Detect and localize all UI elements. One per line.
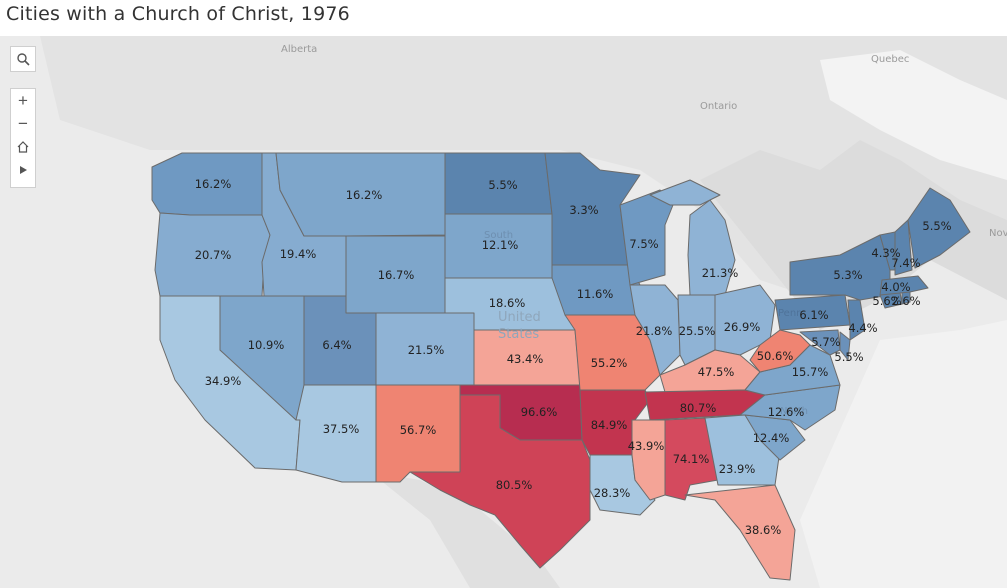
page-title: Cities with a Church of Christ, 1976 [6, 3, 350, 25]
search-control[interactable] [10, 46, 36, 72]
place-label-penn: Penn [778, 308, 803, 319]
place-label-united: United [498, 310, 541, 325]
state-label-va: 15.7% [792, 365, 829, 379]
state-label-ar: 84.9% [591, 418, 628, 432]
state-me[interactable] [907, 187, 971, 269]
state-ma[interactable] [879, 275, 929, 296]
state-label-il: 21.8% [636, 324, 673, 338]
state-label-nc: 12.6% [768, 405, 805, 419]
state-label-ne: 18.6% [489, 296, 526, 310]
state-mi-upper[interactable] [649, 179, 721, 206]
state-label-ri: 2.6% [891, 294, 920, 308]
state-label-al: 74.1% [673, 452, 710, 466]
play-button[interactable] [11, 158, 35, 181]
state-tx[interactable] [409, 394, 591, 569]
state-label-or: 20.7% [195, 248, 232, 262]
place-label-quebec: Quebec [871, 54, 909, 65]
state-label-wy: 16.7% [378, 268, 415, 282]
state-label-nj: 4.4% [848, 321, 877, 335]
search-button[interactable] [11, 47, 35, 70]
state-label-mo: 55.2% [591, 356, 628, 370]
state-label-me: 5.5% [922, 219, 951, 233]
place-label-north: North [780, 406, 808, 417]
state-label-ct: 5.6% [872, 294, 901, 308]
choropleth-map[interactable]: Alberta Quebec Ontario Nov [0, 36, 1007, 588]
mexico-landmass [300, 470, 560, 588]
state-label-wa: 16.2% [195, 177, 232, 191]
state-label-wi: 7.5% [629, 237, 658, 251]
state-label-ca: 34.9% [205, 374, 242, 388]
state-fl[interactable] [684, 484, 796, 581]
state-label-tn: 80.7% [680, 401, 717, 415]
state-label-nv: 10.9% [248, 338, 285, 352]
state-label-co: 21.5% [408, 343, 445, 357]
state-label-mi: 21.3% [702, 266, 739, 280]
state-label-ma: 4.0% [881, 280, 910, 294]
canada-east-landmass [700, 140, 1007, 330]
zoom-in-button[interactable]: + [18, 90, 28, 110]
state-label-fl: 38.6% [745, 523, 782, 537]
play-icon [20, 165, 27, 174]
home-button[interactable] [11, 135, 35, 158]
zoom-controls: + − [10, 88, 36, 188]
state-label-vt: 4.3% [871, 246, 900, 260]
state-label-tx: 80.5% [496, 478, 533, 492]
state-label-ms: 43.9% [628, 439, 665, 453]
state-label-ky: 47.5% [698, 365, 735, 379]
state-label-nh: 7.4% [891, 256, 920, 270]
state-de[interactable] [839, 331, 851, 361]
water-hudson [820, 50, 1007, 180]
state-label-de: 5.5% [834, 350, 863, 364]
state-label-ia: 11.6% [577, 287, 614, 301]
state-label-nd: 5.5% [488, 178, 517, 192]
state-label-wv: 50.6% [757, 349, 794, 363]
state-label-pa: 6.1% [799, 308, 828, 322]
state-il[interactable] [629, 284, 681, 376]
state-label-ny: 5.3% [833, 268, 862, 282]
state-label-ok: 96.6% [521, 405, 558, 419]
place-label-states: States [498, 327, 539, 342]
state-nj[interactable] [847, 299, 866, 341]
state-nh[interactable] [894, 219, 913, 276]
map-view[interactable]: Alberta Quebec Ontario Nov [0, 36, 1007, 588]
place-label-nova-scotia: Nov [989, 228, 1007, 239]
atlantic-ocean [800, 320, 1007, 588]
search-icon [17, 52, 30, 66]
state-label-id: 19.4% [280, 247, 317, 261]
state-wv[interactable] [749, 329, 811, 373]
state-label-ga: 23.9% [719, 462, 756, 476]
state-label-mt: 16.2% [346, 188, 383, 202]
state-label-nm: 56.7% [400, 423, 437, 437]
state-label-az: 37.5% [323, 422, 360, 436]
state-label-md: 5.7% [811, 335, 840, 349]
state-label-la: 28.3% [594, 486, 631, 500]
state-label-mn: 3.3% [569, 203, 598, 217]
state-label-sd: 12.1% [482, 238, 519, 252]
place-label-ontario: Ontario [700, 101, 737, 112]
state-label-in: 25.5% [679, 324, 716, 338]
state-label-ut: 6.4% [322, 338, 351, 352]
state-label-sc: 12.4% [753, 431, 790, 445]
zoom-out-button[interactable]: − [18, 113, 28, 133]
state-mi[interactable] [687, 199, 736, 296]
place-label-south: South [484, 230, 513, 241]
state-label-oh: 26.9% [724, 320, 761, 334]
home-icon [17, 140, 29, 153]
place-label-alberta: Alberta [281, 44, 317, 55]
state-label-ks: 43.4% [507, 352, 544, 366]
